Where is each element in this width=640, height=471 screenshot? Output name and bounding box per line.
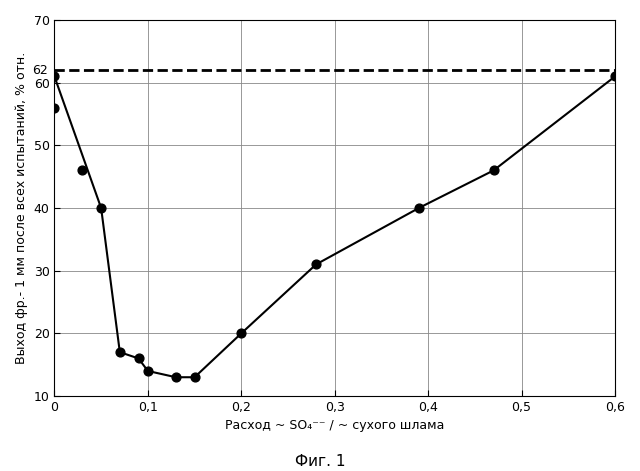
Point	[610, 73, 620, 80]
Text: Фиг. 1: Фиг. 1	[295, 455, 345, 469]
Point	[77, 167, 88, 174]
Point	[49, 73, 60, 80]
X-axis label: Расход ~ SO₄⁻⁻ / ~ сухого шлама: Расход ~ SO₄⁻⁻ / ~ сухого шлама	[225, 420, 444, 432]
Text: 62: 62	[32, 64, 48, 77]
Point	[115, 349, 125, 356]
Point	[133, 355, 143, 362]
Point	[311, 260, 321, 268]
Y-axis label: Выход фр.- 1 мм после всех испытаний, % отн.: Выход фр.- 1 мм после всех испытаний, % …	[15, 52, 28, 364]
Point	[413, 204, 424, 212]
Point	[49, 104, 60, 112]
Point	[96, 204, 106, 212]
Point	[236, 330, 246, 337]
Point	[143, 367, 153, 375]
Point	[488, 167, 499, 174]
Point	[171, 374, 181, 381]
Point	[189, 374, 200, 381]
